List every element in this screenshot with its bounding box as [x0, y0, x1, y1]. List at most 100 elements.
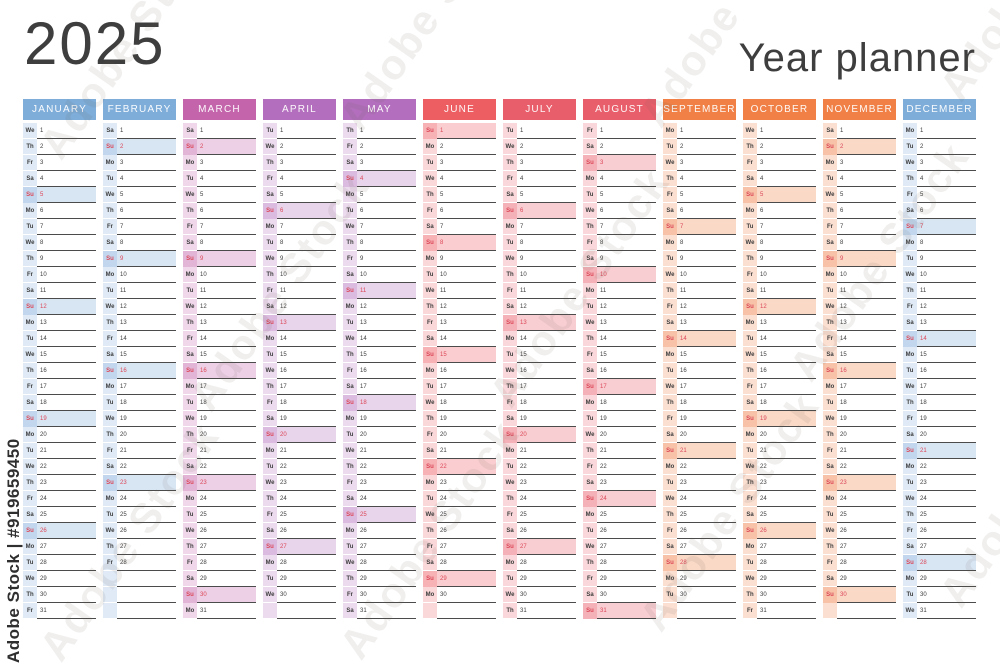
weekday-label: Su	[23, 187, 37, 203]
day-number: 29	[517, 571, 576, 587]
weekday-label: Th	[903, 395, 917, 411]
day-number: 15	[117, 347, 176, 363]
day-row: Su 23	[823, 475, 896, 491]
day-number: 28	[277, 555, 336, 571]
day-row: Su 28	[663, 555, 736, 571]
weekday-label: Sa	[503, 411, 517, 427]
weekday-label: Th	[423, 411, 437, 427]
day-row: Sa 18	[743, 395, 816, 411]
day-row: Fr 20	[423, 427, 496, 443]
day-row: Tu 7	[743, 219, 816, 235]
day-number: 25	[117, 507, 176, 523]
day-row: We 21	[343, 443, 416, 459]
day-number: 5	[517, 187, 576, 203]
day-row: Mo 10	[183, 267, 256, 283]
day-row: Th 6	[103, 203, 176, 219]
day-row: Su 30	[823, 587, 896, 603]
months-grid: JANUARY We 1 Th 2 Fr 3 Sa 4 Su 5 Mo 6 Tu 7 We 8 Th 9 Fr 10 Sa…	[23, 99, 976, 619]
day-row: Fr 19	[903, 411, 976, 427]
day-number: 10	[517, 267, 576, 283]
day-row: Su 21	[663, 443, 736, 459]
weekday-label: Tu	[103, 507, 117, 523]
day-number: 4	[277, 171, 336, 187]
weekday-label: Su	[663, 555, 677, 571]
day-number: 22	[37, 459, 96, 475]
day-row: Tu 21	[23, 443, 96, 459]
day-row: Fr 22	[583, 459, 656, 475]
weekday-label: Mo	[663, 571, 677, 587]
day-number: 28	[437, 555, 496, 571]
day-row: Th 10	[503, 267, 576, 283]
day-number: 16	[837, 363, 896, 379]
day-row: Th 20	[823, 427, 896, 443]
day-number: 1	[757, 123, 816, 139]
day-number: 26	[117, 523, 176, 539]
day-number: 10	[117, 267, 176, 283]
day-row: Mo 10	[103, 267, 176, 283]
weekday-label: Mo	[23, 427, 37, 443]
day-number: 31	[917, 603, 976, 619]
day-row: Tu 13	[343, 315, 416, 331]
day-number: 25	[517, 507, 576, 523]
weekday-label: Su	[503, 315, 517, 331]
day-number: 16	[37, 363, 96, 379]
day-row: Mo 7	[263, 219, 336, 235]
day-row: Mo 3	[183, 155, 256, 171]
weekday-label: We	[583, 315, 597, 331]
day-number: 26	[917, 523, 976, 539]
weekday-label: Sa	[823, 571, 837, 587]
weekday-label: We	[103, 299, 117, 315]
weekday-label: Mo	[503, 331, 517, 347]
day-number: 8	[277, 235, 336, 251]
weekday-label: Fr	[583, 235, 597, 251]
weekday-label: We	[23, 459, 37, 475]
day-number: 25	[917, 507, 976, 523]
weekday-label: Fr	[103, 555, 117, 571]
day-number: 29	[757, 571, 816, 587]
weekday-label: Tu	[743, 443, 757, 459]
day-row: Mo 27	[23, 539, 96, 555]
day-row: Th 17	[503, 379, 576, 395]
weekday-label: Tu	[743, 555, 757, 571]
day-number: 28	[357, 555, 416, 571]
day-number: 1	[917, 123, 976, 139]
day-number: 11	[197, 283, 256, 299]
day-row: We 15	[23, 347, 96, 363]
day-number: 28	[917, 555, 976, 571]
day-row: Fr 10	[743, 267, 816, 283]
day-number: 28	[517, 555, 576, 571]
day-number: 24	[597, 491, 656, 507]
weekday-label: Fr	[583, 571, 597, 587]
day-number: 27	[277, 539, 336, 555]
day-number: 7	[757, 219, 816, 235]
day-number: 16	[917, 363, 976, 379]
weekday-label: Su	[503, 203, 517, 219]
weekday-label: Su	[263, 539, 277, 555]
day-row: We 24	[663, 491, 736, 507]
day-row: Mo 12	[343, 299, 416, 315]
weekday-label: Th	[503, 491, 517, 507]
day-row	[263, 603, 336, 619]
day-row: Tu 15	[503, 347, 576, 363]
weekday-label: Fr	[503, 171, 517, 187]
day-number: 4	[917, 171, 976, 187]
day-number: 23	[117, 475, 176, 491]
day-row: Su 2	[183, 139, 256, 155]
weekday-label: Fr	[903, 411, 917, 427]
day-number: 7	[837, 219, 896, 235]
day-number: 27	[117, 539, 176, 555]
day-row: We 24	[903, 491, 976, 507]
day-number: 11	[837, 283, 896, 299]
weekday-label: Su	[183, 363, 197, 379]
day-number: 8	[837, 235, 896, 251]
weekday-label: Fr	[103, 331, 117, 347]
day-row: Mo 13	[743, 315, 816, 331]
weekday-label: Sa	[103, 235, 117, 251]
day-row: Mo 24	[823, 491, 896, 507]
day-number: 9	[757, 251, 816, 267]
day-number: 15	[37, 347, 96, 363]
month-header: MAY	[343, 99, 416, 120]
weekday-label: Th	[343, 459, 357, 475]
weekday-label: Tu	[103, 395, 117, 411]
weekday-label: We	[183, 299, 197, 315]
